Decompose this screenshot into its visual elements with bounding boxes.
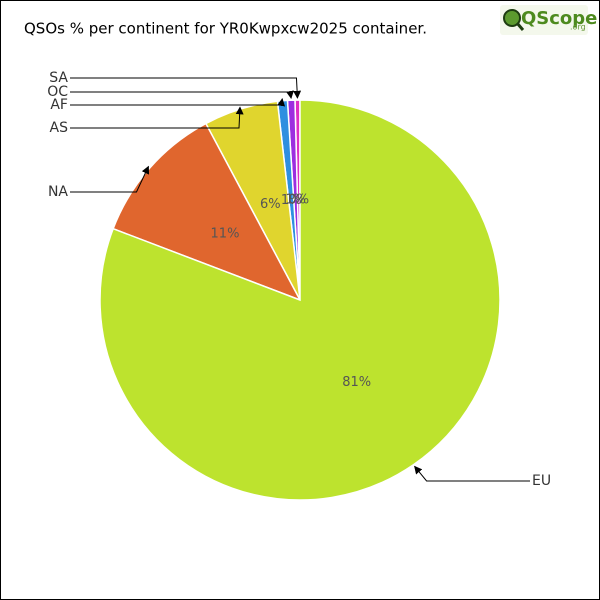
logo: QScope .org xyxy=(500,5,597,35)
callout-line xyxy=(70,77,302,99)
logo-icon-handle xyxy=(515,22,525,31)
slice-label: NA xyxy=(48,184,68,200)
callout-line xyxy=(70,106,244,129)
slice-label: AS xyxy=(50,120,69,136)
logo-suffix: .org xyxy=(570,23,586,32)
callout-line xyxy=(414,465,530,482)
pie-slice xyxy=(99,99,501,501)
callout-line xyxy=(70,97,286,107)
slice-label: SA xyxy=(49,70,68,86)
callout-line xyxy=(70,90,294,99)
slice-value-label: 11% xyxy=(211,226,240,241)
logo-text: QScope xyxy=(521,8,597,29)
logo-icon xyxy=(503,9,521,27)
callout-line xyxy=(70,165,150,193)
slice-value-label: 81% xyxy=(342,375,371,390)
slice-label: AF xyxy=(50,97,68,113)
slice-value-label: 1% xyxy=(281,193,302,208)
slice-value-label: 1% xyxy=(285,193,306,208)
slice-value-label: 6% xyxy=(260,197,281,212)
slice-value-label: 0% xyxy=(288,193,309,208)
chart-title: QSOs % per continent for YR0Kwpxcw2025 c… xyxy=(24,20,427,38)
slice-label: OC xyxy=(47,84,68,100)
slice-label: EU xyxy=(532,473,551,489)
